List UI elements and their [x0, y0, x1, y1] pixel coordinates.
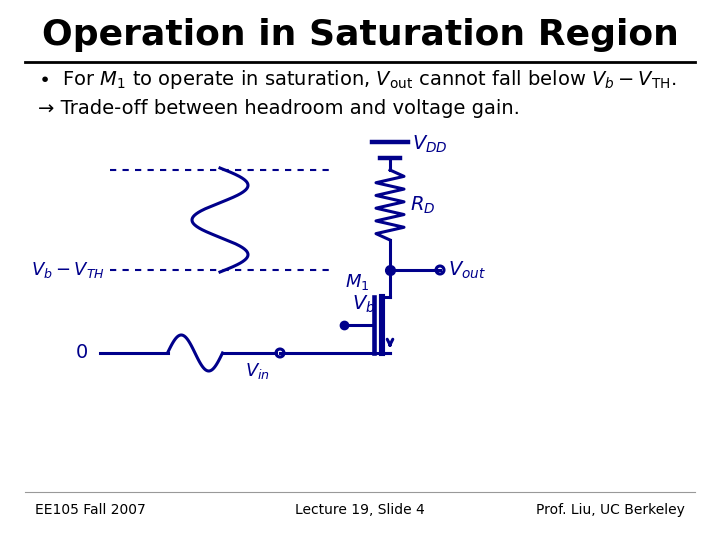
Text: $V_{in}$: $V_{in}$	[245, 361, 270, 381]
Text: $R_D$: $R_D$	[410, 194, 436, 215]
Text: $V_b$: $V_b$	[352, 294, 375, 315]
Text: Operation in Saturation Region: Operation in Saturation Region	[42, 18, 678, 52]
Text: $V_b - V_{TH}$: $V_b - V_{TH}$	[31, 260, 105, 280]
Text: $V_{DD}$: $V_{DD}$	[412, 133, 448, 154]
Text: $0$: $0$	[75, 343, 88, 362]
Text: $V_{out}$: $V_{out}$	[448, 259, 486, 281]
Text: $\bullet$  For $M_1$ to operate in saturation, $V_\mathrm{out}$ cannot fall belo: $\bullet$ For $M_1$ to operate in satura…	[38, 68, 676, 91]
Text: $M_1$: $M_1$	[345, 272, 369, 292]
Text: → Trade-off between headroom and voltage gain.: → Trade-off between headroom and voltage…	[38, 99, 520, 118]
Text: Prof. Liu, UC Berkeley: Prof. Liu, UC Berkeley	[536, 503, 685, 517]
Text: EE105 Fall 2007: EE105 Fall 2007	[35, 503, 145, 517]
Text: Lecture 19, Slide 4: Lecture 19, Slide 4	[295, 503, 425, 517]
